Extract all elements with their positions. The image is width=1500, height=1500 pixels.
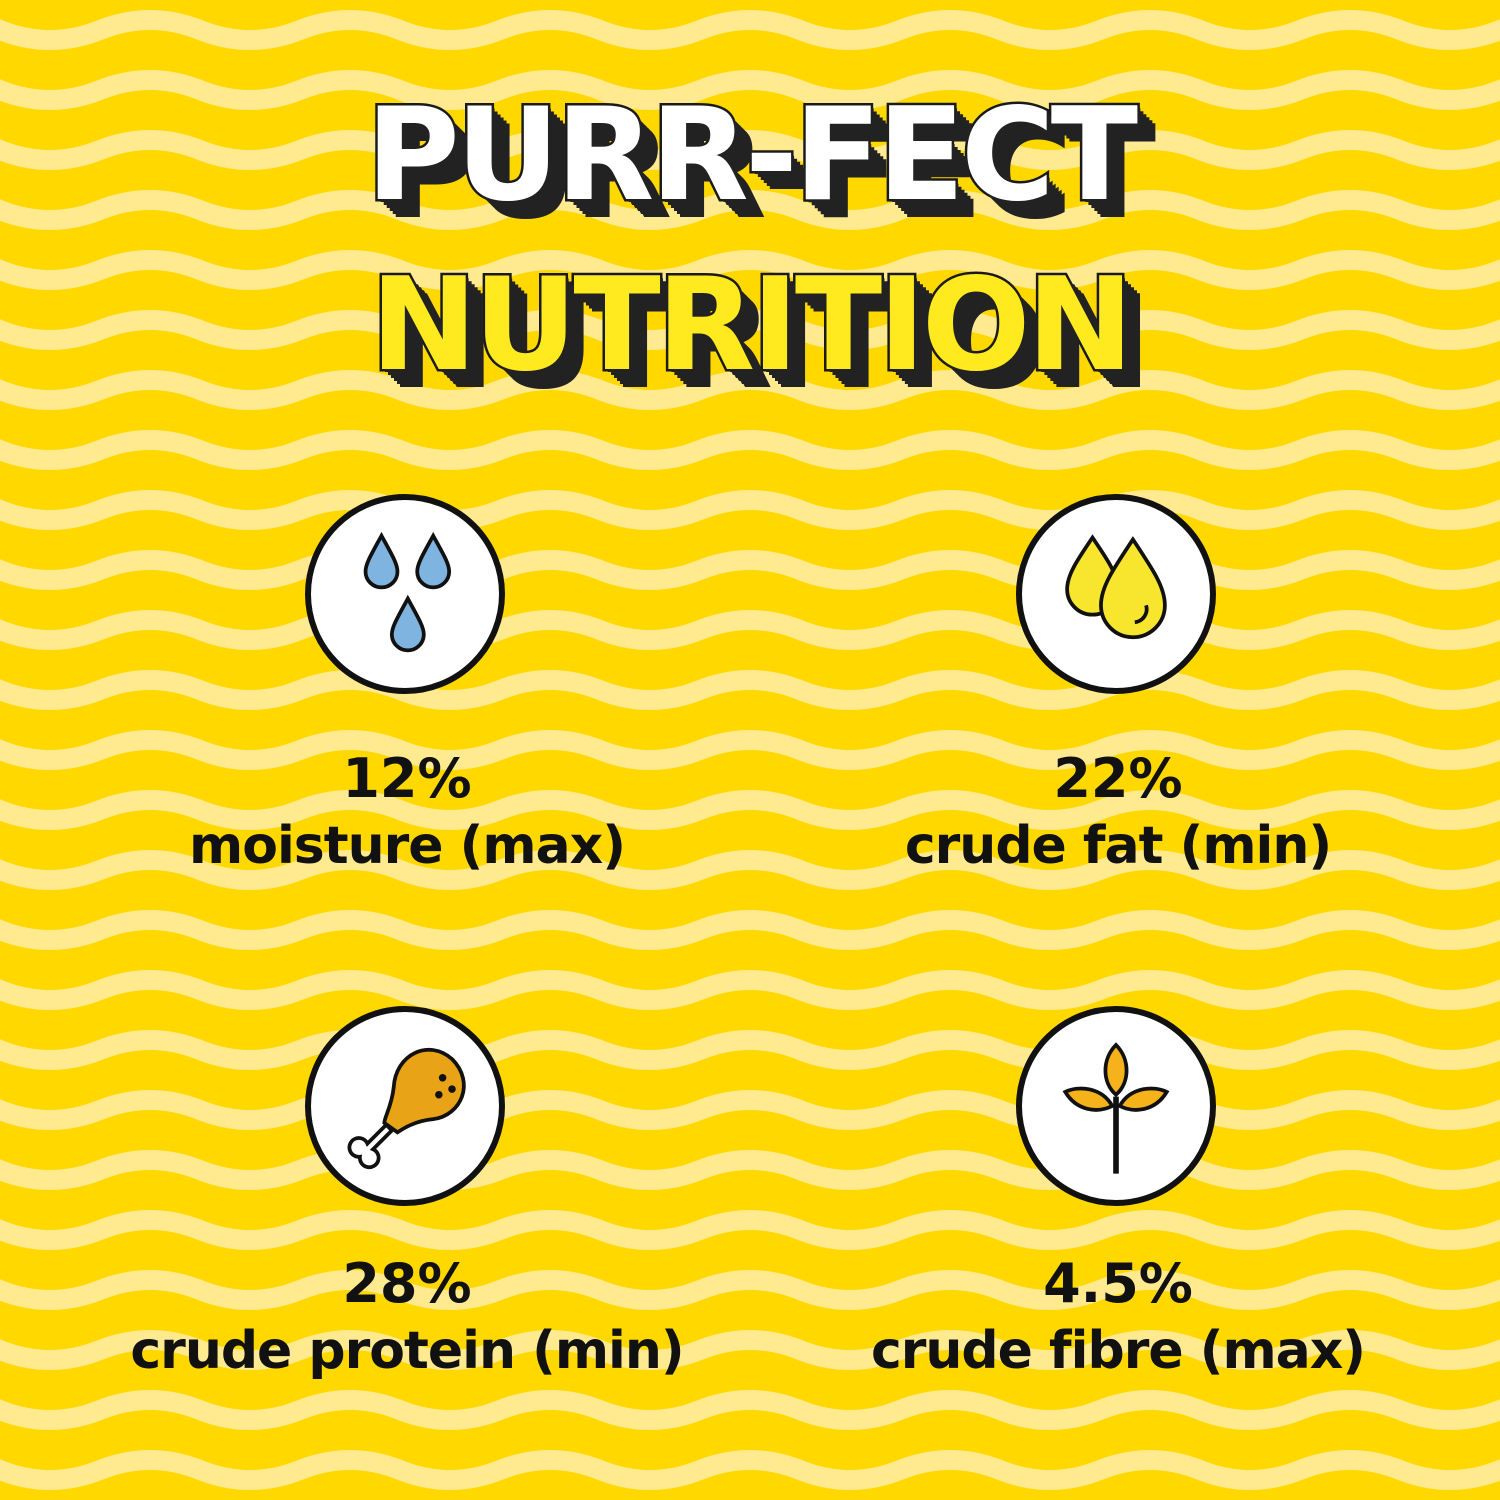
chicken-leg-icon [305, 1006, 505, 1206]
fat-label: crude fat (min) [904, 816, 1332, 876]
moisture-label: moisture (max) [189, 816, 626, 876]
title-line-2: NUTRITION [368, 251, 1136, 400]
water-drops-icon [305, 494, 505, 694]
title-line-1: PURR-FECT [363, 81, 1140, 230]
protein-label: crude protein (min) [130, 1321, 684, 1381]
fibre-value: 4.5% [1043, 1252, 1193, 1315]
moisture-value: 12% [342, 747, 472, 810]
wheat-sprout-icon [1016, 1006, 1216, 1206]
fibre-label: crude fibre (max) [870, 1321, 1366, 1381]
fat-value: 22% [1053, 747, 1183, 810]
protein-value: 28% [342, 1252, 472, 1315]
oil-drops-icon [1016, 494, 1216, 694]
